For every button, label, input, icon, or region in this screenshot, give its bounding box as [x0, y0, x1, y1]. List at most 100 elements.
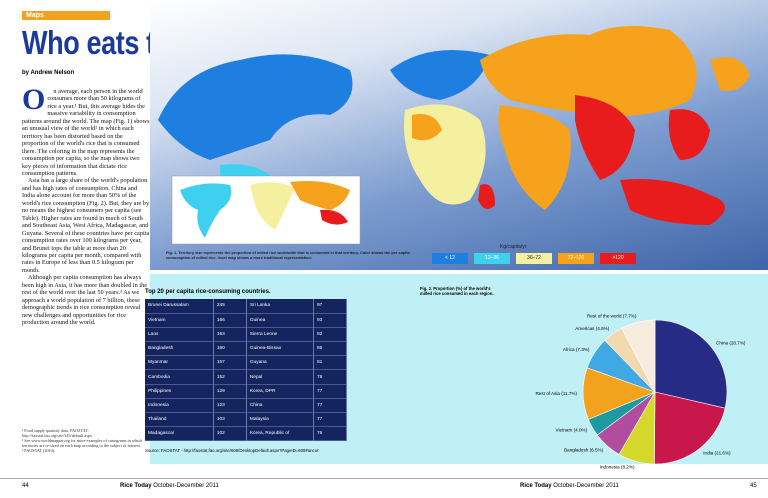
table-row: Cambodia 152 Nepal 78 — [145, 369, 347, 385]
slice-label: India (21.6%) — [703, 450, 731, 455]
legend-title: Kg/capita/yr — [500, 244, 527, 250]
table-row: Laos 163 Sierra Leone 92 — [145, 327, 347, 342]
slice-label: China (28.7%) — [716, 341, 746, 346]
table-row: Philippines 129 Korea, DPR 77 — [145, 384, 347, 399]
value-cell: 102 — [212, 426, 247, 441]
slice-name: Rest of the world — [587, 313, 622, 318]
inset-southeast-asia — [320, 209, 348, 225]
country-cell: Philippines — [148, 388, 172, 394]
china — [480, 26, 697, 116]
slice-value: (7.7%) — [623, 313, 637, 318]
footnote: ² See www.worldmapper.org for more examp… — [22, 438, 143, 448]
country-cell: Guinea-Bissau — [249, 346, 282, 352]
paragraph: n average, each person in the world cons… — [22, 88, 150, 177]
map-panel — [150, 0, 768, 270]
slice-value: (11.7%) — [561, 391, 577, 396]
philippines — [668, 109, 710, 160]
paragraph: Asia has a large share of the world's po… — [22, 177, 150, 274]
indonesia — [620, 179, 725, 225]
value-cell: 77 — [313, 384, 347, 399]
slice-label: Rest of the world (7.7%) — [587, 313, 637, 318]
country-cell: Korea, Republic of — [249, 431, 290, 437]
pie-slice — [654, 319, 728, 409]
slice-name: Africa — [563, 347, 575, 352]
section-tag: Maps — [22, 11, 110, 20]
country-cell: Myanmar — [148, 360, 168, 366]
slice-name: India — [703, 450, 713, 455]
table-row: Brunei Darussalam 245 Sri Lanka 97 — [145, 299, 347, 314]
value-cell: 97 — [313, 299, 347, 314]
table-row: Myanmar 157 Guyana 81 — [145, 355, 347, 370]
slice-value: (21.6%) — [715, 450, 732, 455]
west-africa — [412, 114, 442, 141]
country-cell: Guinea — [249, 317, 266, 323]
pie-slice — [621, 319, 656, 393]
country-cell: Vietnam — [148, 317, 166, 323]
country-cell: Malaysia — [249, 417, 269, 423]
running-footer: Rice Today October-December 2011 — [520, 483, 619, 489]
cartogram — [158, 26, 750, 245]
footnotes: ¹ Food supply quantity data, FAOSTAT: ht… — [22, 428, 147, 453]
value-cell: 81 — [313, 355, 347, 370]
inset-asia — [290, 181, 350, 210]
paragraph: Although per capita consumption has alwa… — [22, 274, 148, 327]
table-row: Bangladesh 160 Guinea-Bissau 85 — [145, 341, 347, 356]
madagascar — [478, 184, 495, 209]
footnote: ³ FAOSTAT (2010). — [22, 448, 56, 453]
magazine: Rice Today — [120, 483, 152, 489]
slice-name: Rest of Asia — [535, 391, 560, 396]
legend-item: 72–120 — [558, 253, 594, 264]
running-footer: Rice Today October-December 2011 — [120, 483, 219, 489]
slice-label: Rest of Asia (11.7%) — [535, 391, 577, 396]
slice-value: (4.6%) — [596, 326, 610, 331]
india — [498, 105, 571, 210]
drop-cap: O — [22, 83, 46, 116]
slice-name: Bangladesh — [564, 448, 589, 453]
slice-value: (4.0%) — [574, 428, 588, 433]
slice-name: Americas — [575, 326, 595, 331]
slice-label: Vietnam (4.0%) — [556, 428, 588, 433]
country-cell: Madagascar — [148, 431, 175, 437]
value-cell: 77 — [313, 412, 347, 427]
country-cell: Sri Lanka — [249, 303, 271, 309]
value-cell: 103 — [212, 412, 247, 427]
country-cell: Cambodia — [148, 374, 170, 380]
legend-item: < 12 — [432, 253, 468, 264]
value-cell: 76 — [313, 426, 347, 441]
value-cell: 129 — [212, 384, 247, 399]
page-number: 45 — [750, 483, 757, 489]
slice-label: Indonesia (8.2%) — [600, 464, 635, 469]
north-america — [158, 54, 353, 160]
southeast-asia — [575, 95, 635, 180]
country-cell: China — [249, 402, 263, 408]
country-cell: Brunei Darussalam — [148, 303, 189, 309]
table-row: Vietnam 166 Guinea 93 — [145, 313, 347, 328]
value-cell: 78 — [313, 369, 347, 385]
slice-value: (28.7%) — [729, 341, 746, 346]
table-row: Thailand 103 Malaysia 77 — [145, 412, 347, 427]
footer: 44 Rice Today October-December 2011 Rice… — [0, 478, 768, 498]
slice-label: Americas (4.6%) — [575, 326, 609, 331]
slice-value: (7.3%) — [576, 347, 590, 352]
value-cell: 92 — [313, 327, 347, 342]
value-cell: 245 — [212, 299, 247, 314]
table-row: Indonesia 123 China 77 — [145, 398, 347, 413]
inset-americas — [180, 183, 232, 238]
country-cell: Bangladesh — [148, 346, 174, 352]
slice-value: (8.2%) — [621, 464, 635, 469]
country-cell: Sierra Leone — [249, 331, 278, 337]
pie-title-box: Fig. 2. Proportion (%) of the world's mi… — [420, 286, 494, 296]
value-cell: 123 — [212, 398, 247, 413]
legend-item: >120 — [600, 253, 636, 264]
europe — [390, 50, 490, 100]
country-cell: Thailand — [148, 417, 167, 423]
value-cell: 152 — [212, 369, 247, 385]
inset-africa — [250, 182, 295, 230]
country-cell: Indonesia — [148, 402, 169, 408]
slice-label: Bangladesh (6.5%) — [564, 448, 604, 453]
slice-name: Vietnam — [556, 428, 573, 433]
value-cell: 160 — [212, 341, 247, 356]
value-cell: 157 — [212, 355, 247, 370]
table-source: Source: FAOSTAT - http://faostat.fao.org… — [145, 448, 319, 453]
value-cell: 166 — [212, 313, 247, 328]
